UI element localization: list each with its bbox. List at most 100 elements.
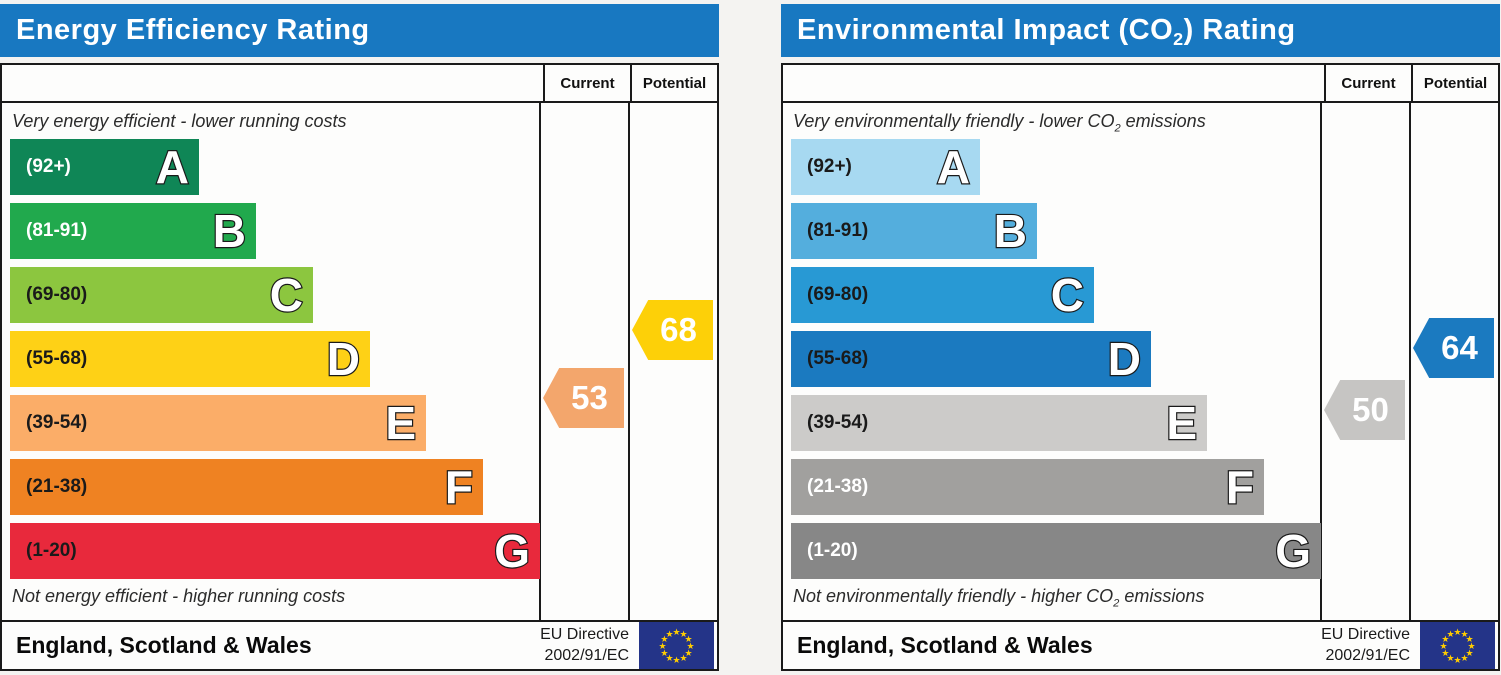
band-letter: E [384, 397, 417, 449]
band-letter: A [155, 141, 191, 193]
band-range-label: (92+) [26, 156, 71, 177]
band-range-label: (21-38) [807, 476, 869, 497]
band-letter: B [212, 205, 248, 257]
energy-band-f: (21-38) F [10, 459, 483, 515]
energy-top-note: Very energy efficient - lower running co… [12, 111, 347, 131]
co2-chart-body: Very environmentally friendly - lower CO… [783, 103, 1498, 620]
svg-text:★: ★ [1466, 634, 1474, 644]
region-label: England, Scotland & Wales [16, 632, 312, 658]
band-range-label: (1-20) [26, 540, 77, 561]
svg-text:★: ★ [1441, 634, 1449, 644]
band-letter: G [493, 525, 531, 577]
co2-band-b: (81-91) B [791, 203, 1037, 259]
energy-band-a: (92+) A [10, 139, 199, 195]
energy-band-g: (1-20) G [10, 523, 540, 579]
svg-text:★: ★ [679, 653, 687, 663]
svg-text:★: ★ [1439, 641, 1447, 651]
energy-chart-frame: Current Potential Very energy efficient … [0, 63, 719, 671]
title-text-suffix: ) Rating [1183, 14, 1296, 46]
header-spacer [783, 65, 1324, 101]
band-letter: D [326, 333, 362, 385]
svg-text:★: ★ [686, 641, 694, 651]
band-letter: C [1050, 269, 1086, 321]
band-range-label: (55-68) [807, 348, 869, 369]
potential-column-header: Potential [1411, 65, 1498, 101]
co2-panel-title: Environmental Impact (CO 2) Rating [781, 4, 1500, 57]
potential-column-header: Potential [630, 65, 717, 101]
band-letter: B [993, 205, 1029, 257]
co2-band-d: (55-68) D [791, 331, 1151, 387]
energy-potential-value: 68 [660, 311, 697, 348]
band-letter: A [936, 141, 972, 193]
eu-directive-label: EU Directive 2002/91/EC [1321, 625, 1410, 664]
current-column-header: Current [543, 65, 630, 101]
co2-column-header-row: Current Potential [783, 65, 1498, 103]
band-letter: G [1274, 525, 1312, 577]
svg-text:★: ★ [1460, 653, 1468, 663]
band-letter: D [1107, 333, 1143, 385]
band-range-label: (92+) [807, 156, 852, 177]
energy-column-header-row: Current Potential [2, 65, 717, 103]
eu-flag: ★★★ ★★★ ★★★ ★★★ [1420, 622, 1495, 669]
energy-potential-rating-arrow: 68 [632, 300, 713, 360]
svg-text:★: ★ [660, 648, 668, 658]
svg-text:★: ★ [685, 634, 693, 644]
svg-text:★: ★ [1460, 629, 1468, 639]
band-range-label: (39-54) [807, 412, 869, 433]
band-letter: F [444, 461, 475, 513]
band-range-label: (69-80) [807, 284, 869, 305]
energy-bottom-note: Not energy efficient - higher running co… [12, 586, 346, 607]
header-spacer [2, 65, 543, 101]
energy-band-c: (69-80) C [10, 267, 313, 323]
eu-directive-label: EU Directive 2002/91/EC [540, 625, 629, 664]
band-range-label: (39-54) [26, 412, 88, 433]
potential-column-divider [628, 103, 630, 620]
band-letter: E [1165, 397, 1198, 449]
svg-text:★: ★ [665, 653, 673, 663]
title-text: Environmental Impact (CO [797, 14, 1174, 46]
band-letter: C [269, 269, 305, 321]
co2-current-rating-arrow: 50 [1324, 380, 1405, 440]
co2-band-f: (21-38) F [791, 459, 1264, 515]
eu-flag: ★★★ ★★★ ★★★ ★★★ [639, 622, 714, 669]
co2-bottom-note: Not environmentally friendly - higher CO… [793, 586, 1205, 610]
svg-text:★: ★ [1446, 629, 1454, 639]
co2-band-a: (92+) A [791, 139, 980, 195]
svg-text:★: ★ [1446, 653, 1454, 663]
band-range-label: (1-20) [807, 540, 858, 561]
band-letter: F [1225, 461, 1256, 513]
co2-band-e: (39-54) E [791, 395, 1207, 451]
svg-text:★: ★ [658, 641, 666, 651]
energy-chart-body: Very energy efficient - lower running co… [2, 103, 717, 620]
energy-footer: England, Scotland & Wales EU Directive 2… [2, 620, 717, 669]
current-column-divider [539, 103, 541, 620]
potential-column-divider [1409, 103, 1411, 620]
svg-text:★: ★ [1466, 648, 1474, 658]
co2-band-c: (69-80) C [791, 267, 1094, 323]
svg-text:★: ★ [685, 648, 693, 658]
svg-text:★: ★ [1453, 655, 1461, 665]
co2-top-note: Very environmentally friendly - lower CO… [793, 111, 1206, 135]
energy-panel-title: Energy Efficiency Rating [0, 4, 719, 57]
co2-potential-rating-arrow: 64 [1413, 318, 1494, 378]
energy-band-b: (81-91) B [10, 203, 256, 259]
band-range-label: (81-91) [26, 220, 88, 241]
svg-text:★: ★ [1467, 641, 1475, 651]
svg-text:★: ★ [1441, 648, 1449, 658]
current-column-header: Current [1324, 65, 1411, 101]
band-range-label: (81-91) [807, 220, 869, 241]
svg-text:★: ★ [679, 629, 687, 639]
title-subscript: 2 [1173, 29, 1184, 49]
co2-chart-frame: Current Potential Very environmentally f… [781, 63, 1500, 671]
band-range-label: (55-68) [26, 348, 88, 369]
co2-potential-value: 64 [1441, 329, 1478, 366]
energy-band-e: (39-54) E [10, 395, 426, 451]
current-column-divider [1320, 103, 1322, 620]
svg-text:★: ★ [1453, 627, 1461, 637]
energy-current-value: 53 [571, 379, 608, 416]
band-range-label: (21-38) [26, 476, 88, 497]
band-range-label: (69-80) [26, 284, 88, 305]
svg-text:★: ★ [672, 655, 680, 665]
svg-text:★: ★ [672, 627, 680, 637]
title-text: Energy Efficiency Rating [16, 14, 370, 46]
